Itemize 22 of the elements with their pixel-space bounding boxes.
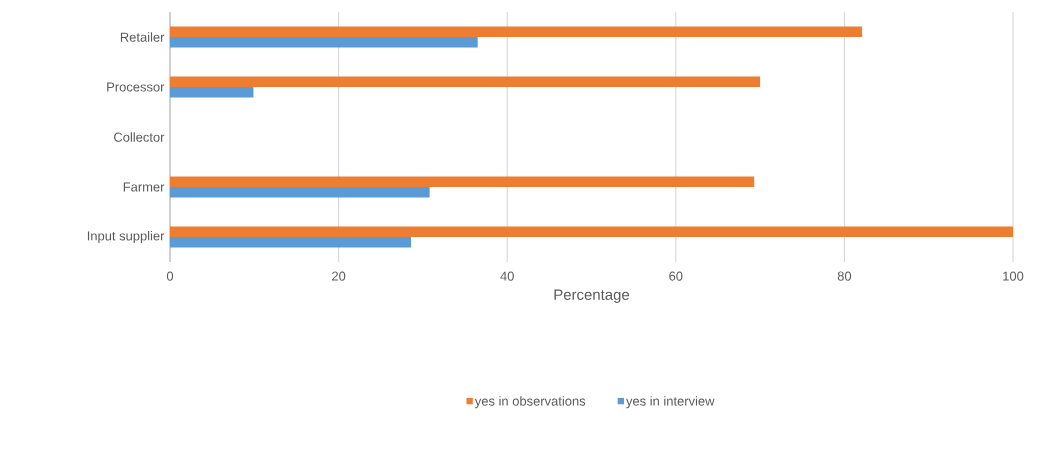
bar — [170, 26, 863, 37]
y-tick-label: Collector — [114, 132, 165, 142]
x-tick-label: 0 — [166, 271, 174, 281]
x-axis-title: Percentage — [554, 289, 630, 303]
x-tick-label: 80 — [837, 271, 852, 281]
x-tick-label: 20 — [332, 271, 346, 281]
legend-label: yes in interview — [626, 396, 715, 409]
bar — [170, 37, 478, 48]
y-tick-label: Farmer — [123, 182, 165, 192]
x-tick-label: 40 — [500, 271, 514, 281]
x-tick-label: 100 — [1003, 271, 1024, 281]
legend-label: yes in observations — [474, 396, 586, 409]
x-tick-label: 60 — [669, 271, 683, 281]
y-tick-label: Processor — [107, 82, 165, 92]
bar — [170, 76, 761, 87]
y-tick-label: Input supplier — [87, 230, 165, 244]
bar — [170, 87, 254, 98]
bar — [170, 226, 1014, 237]
bar — [170, 237, 412, 248]
y-tick-label: Retailer — [120, 32, 165, 42]
bar — [170, 176, 755, 187]
bar — [170, 187, 430, 198]
